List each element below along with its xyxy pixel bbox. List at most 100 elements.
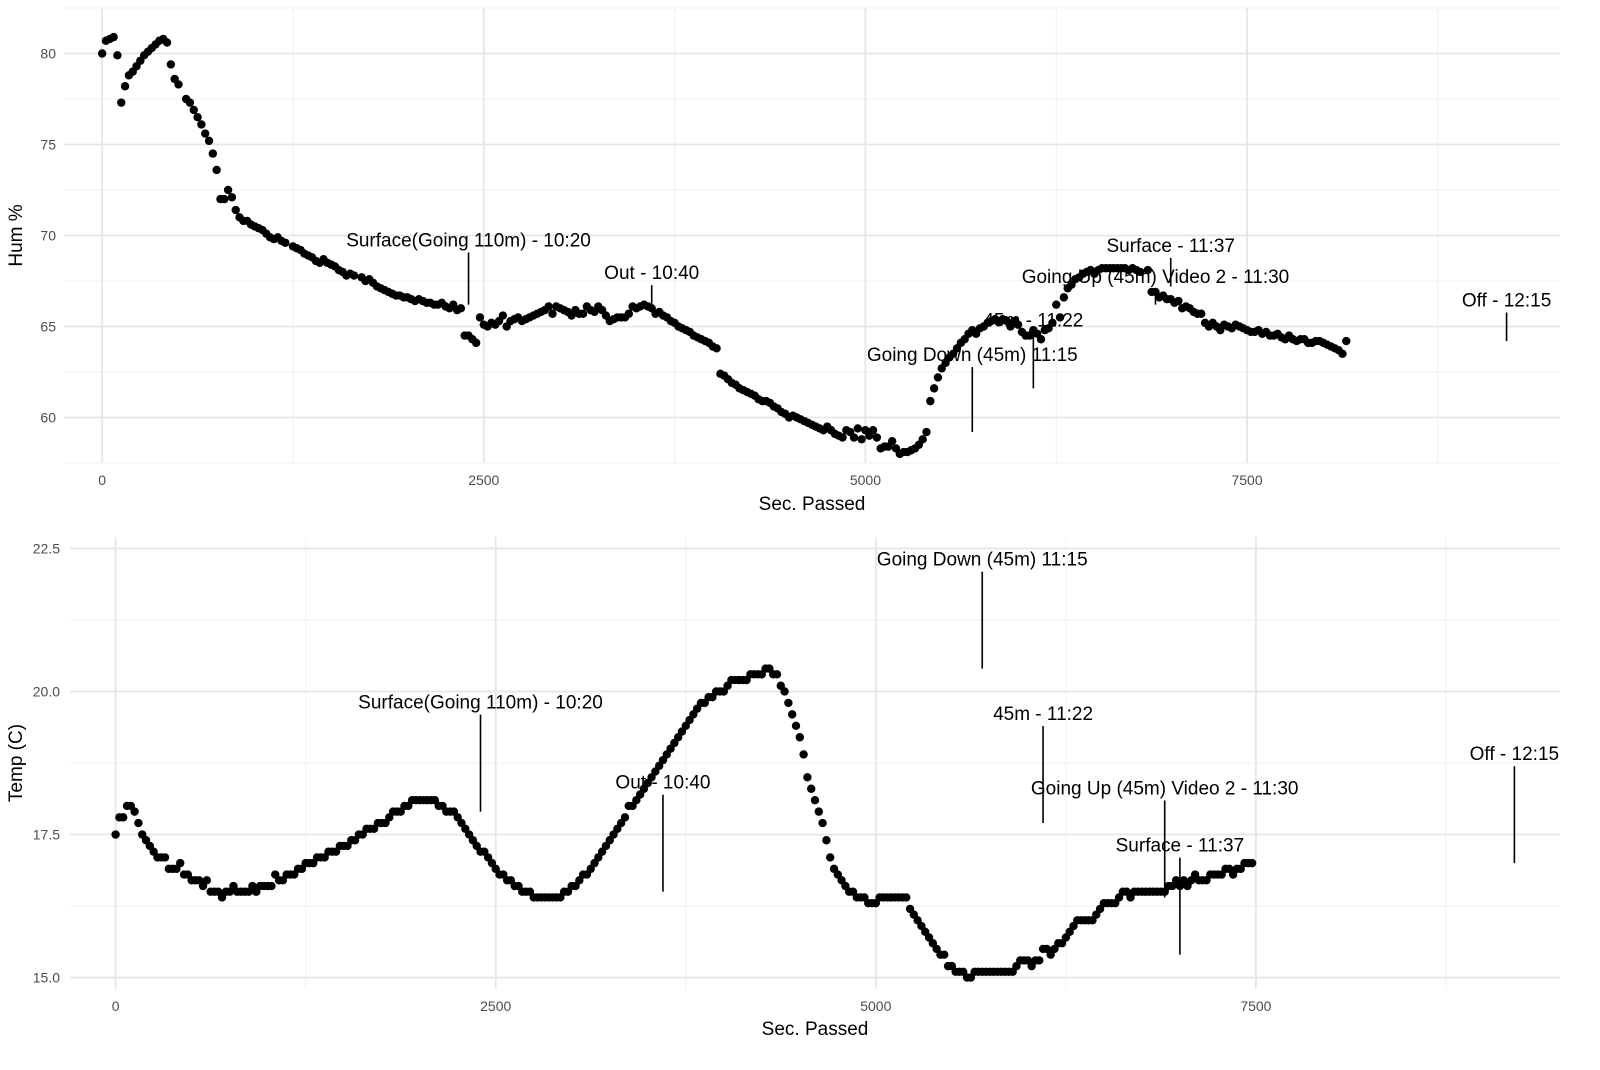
data-point: [231, 205, 240, 215]
data-point: [197, 120, 206, 129]
data-point: [1342, 336, 1351, 346]
data-point: [922, 427, 931, 437]
annotation-label: Off - 12:15: [1462, 290, 1551, 311]
data-point: [918, 435, 927, 444]
data-point: [1197, 309, 1206, 318]
data-point: [119, 813, 128, 822]
annotation-label: Surface(Going 110m) - 10:20: [346, 230, 591, 251]
data-point: [933, 373, 943, 382]
data-point: [810, 795, 820, 805]
data-point: [1013, 320, 1023, 329]
data-point: [1035, 956, 1044, 965]
y-tick-label: 70: [40, 228, 56, 244]
x-axis-title: Sec. Passed: [759, 494, 866, 515]
annotation-label: 45m - 11:22: [983, 311, 1083, 332]
data-point: [806, 784, 816, 793]
data-point: [220, 194, 229, 204]
data-point: [780, 687, 789, 696]
data-point: [349, 271, 359, 280]
data-point: [475, 313, 485, 322]
data-point: [857, 435, 866, 444]
data-point: [185, 98, 195, 107]
data-point: [872, 433, 882, 442]
y-tick-label: 80: [40, 46, 56, 62]
data-point: [162, 38, 172, 47]
data-point: [134, 818, 143, 828]
data-point: [548, 309, 557, 318]
data-point: [1247, 858, 1257, 868]
data-point: [212, 165, 221, 175]
data-point: [544, 302, 553, 311]
data-point: [1059, 293, 1069, 302]
x-axis-title: Sec. Passed: [762, 1019, 869, 1040]
data-point: [803, 773, 812, 782]
y-tick-label: 75: [40, 137, 56, 153]
data-point: [1136, 267, 1145, 277]
data-point: [193, 113, 202, 122]
data-point: [620, 813, 630, 822]
annotation-label: Surface(Going 110m) - 10:20: [358, 693, 603, 714]
data-point: [887, 436, 897, 446]
data-point: [838, 433, 847, 442]
data-point: [826, 853, 835, 862]
data-point: [1055, 313, 1065, 322]
data-point: [1338, 349, 1347, 358]
data-point: [223, 185, 233, 195]
data-point: [818, 818, 827, 828]
x-tick-label: 5000: [850, 472, 881, 488]
y-tick-label: 65: [40, 319, 56, 335]
data-point: [111, 830, 120, 839]
data-point: [849, 433, 859, 442]
data-point: [202, 876, 212, 885]
annotation-label: Going Down (45m) 11:15: [867, 345, 1078, 366]
x-tick-label: 7500: [1231, 472, 1262, 488]
data-point: [160, 853, 170, 862]
data-point: [926, 396, 935, 406]
data-point: [868, 426, 878, 435]
data-point: [113, 51, 122, 60]
annotation-label: Off - 12:15: [1470, 744, 1559, 765]
y-axis-title: Hum %: [6, 204, 27, 266]
data-point: [189, 105, 198, 115]
data-point: [204, 136, 214, 146]
data-point: [853, 424, 862, 433]
data-point: [166, 60, 176, 69]
data-point: [578, 309, 588, 318]
data-point: [1048, 318, 1057, 328]
data-point: [176, 858, 185, 868]
x-tick-label: 0: [98, 472, 106, 488]
data-point: [97, 49, 107, 58]
y-tick-label: 20.0: [33, 683, 60, 699]
annotation-label: Out - 10:40: [615, 773, 710, 794]
data-point: [1143, 265, 1153, 275]
data-point: [117, 98, 126, 107]
data-point: [109, 32, 118, 42]
y-tick-label: 17.5: [33, 827, 60, 843]
data-point: [929, 384, 939, 393]
data-point: [799, 750, 808, 759]
data-point: [822, 836, 831, 845]
data-point: [498, 311, 508, 320]
annotation-label: Going Down (45m) 11:15: [877, 550, 1088, 571]
data-point: [174, 80, 183, 89]
data-point: [227, 193, 237, 202]
annotation-label: Surface - 11:37: [1106, 236, 1235, 257]
data-point: [814, 807, 824, 816]
data-point: [940, 950, 949, 959]
data-point: [784, 698, 793, 708]
annotation-label: 45m - 11:22: [993, 704, 1093, 725]
annotation-label: Surface - 11:37: [1116, 836, 1245, 857]
y-tick-label: 60: [40, 410, 56, 426]
data-point: [902, 893, 911, 902]
data-point: [795, 733, 804, 742]
data-point: [130, 807, 139, 816]
x-tick-label: 0: [112, 998, 120, 1014]
annotation-label: Going Up (45m) Video 2 - 11:30: [1031, 778, 1299, 799]
data-point: [712, 344, 721, 353]
data-point: [624, 309, 634, 318]
data-point: [208, 149, 218, 158]
x-tick-label: 2500: [480, 998, 511, 1014]
data-point: [1052, 300, 1061, 309]
data-point: [281, 238, 290, 247]
